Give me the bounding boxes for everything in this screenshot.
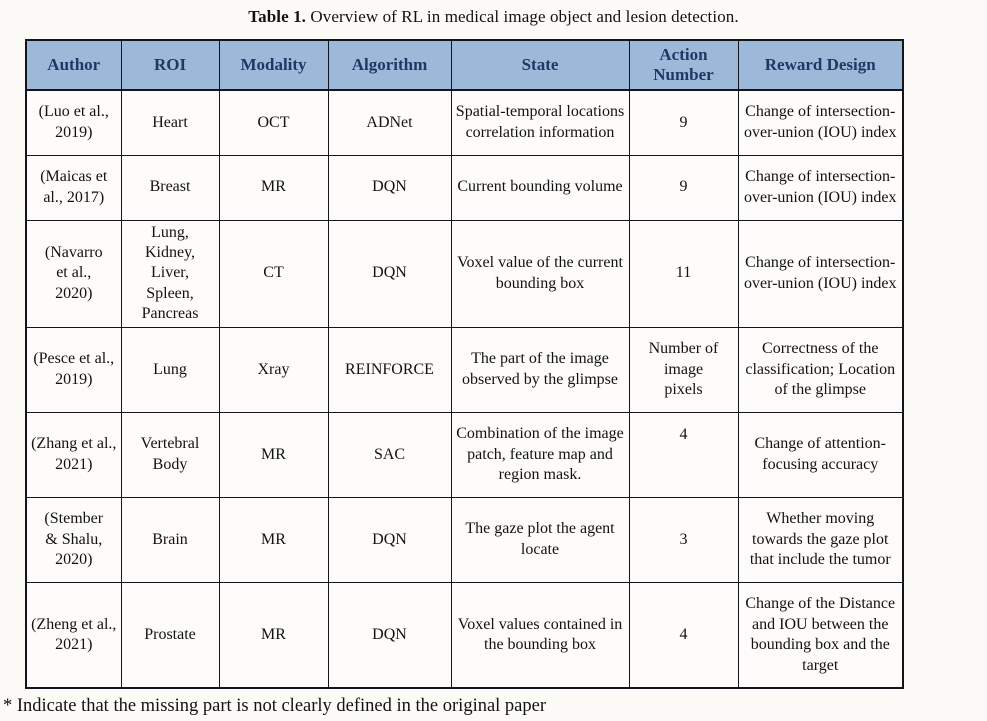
cell-state: The part of the image observed by the gl…: [450, 326, 630, 413]
cell-action-number: 9: [628, 89, 739, 156]
cell-algorithm: REINFORCE: [327, 326, 452, 413]
column-header-state: State: [450, 39, 630, 91]
cell-roi: Brain: [120, 496, 220, 583]
cell-modality: CT: [218, 219, 329, 328]
cell-state: Voxel values contained in the bounding b…: [450, 581, 630, 689]
cell-action-number: 11: [628, 219, 739, 328]
column-header-modality: Modality: [218, 39, 329, 91]
cell-reward-design: Correctness of the classification; Locat…: [737, 326, 904, 413]
cell-algorithm: ADNet: [327, 89, 452, 156]
table-row: (Navarro et al., 2020) Lung, Kidney, Liv…: [25, 219, 904, 328]
cell-modality: MR: [218, 496, 329, 583]
cell-roi: Breast: [120, 154, 220, 221]
table-caption-text: Overview of RL in medical image object a…: [306, 7, 739, 26]
cell-modality: MR: [218, 581, 329, 689]
cell-action-number: 3: [628, 496, 739, 583]
table-caption-label: Table 1.: [248, 7, 307, 26]
cell-action-number: 9: [628, 154, 739, 221]
cell-modality: Xray: [218, 326, 329, 413]
cell-algorithm: SAC: [327, 411, 452, 498]
cell-reward-design: Whether moving towards the gaze plot tha…: [737, 496, 904, 583]
cell-action-number: 4: [628, 581, 739, 689]
cell-state: Current bounding volume: [450, 154, 630, 221]
cell-modality: MR: [218, 154, 329, 221]
table-header-row: Author ROI Modality Algorithm State Acti…: [25, 39, 904, 91]
cell-algorithm: DQN: [327, 219, 452, 328]
column-header-roi: ROI: [120, 39, 220, 91]
column-header-algorithm: Algorithm: [327, 39, 452, 91]
table-row: (Zhang et al., 2021) Vertebral Body MR S…: [25, 411, 904, 498]
table-row: (Pesce et al., 2019) Lung Xray REINFORCE…: [25, 326, 904, 413]
cell-author: (Stember & Shalu, 2020): [25, 496, 122, 583]
table-footnote: * Indicate that the missing part is not …: [3, 696, 547, 717]
rl-overview-table: Author ROI Modality Algorithm State Acti…: [25, 39, 904, 690]
cell-author: (Luo et al., 2019): [25, 89, 122, 156]
table-row: (Stember & Shalu, 2020) Brain MR DQN The…: [25, 496, 904, 583]
cell-reward-design: Change of intersection-over-union (IOU) …: [737, 89, 904, 156]
cell-state: The gaze plot the agent locate: [450, 496, 630, 583]
cell-roi: Prostate: [120, 581, 220, 689]
cell-state: Combination of the image patch, feature …: [450, 411, 630, 498]
cell-reward-design: Change of intersection-over-union (IOU) …: [737, 154, 904, 221]
cell-roi: Lung: [120, 326, 220, 413]
cell-roi: Vertebral Body: [120, 411, 220, 498]
column-header-author: Author: [25, 39, 122, 91]
cell-algorithm: DQN: [327, 496, 452, 583]
cell-author: (Pesce et al., 2019): [25, 326, 122, 413]
cell-author: (Zhang et al., 2021): [25, 411, 122, 498]
table-row: (Luo et al., 2019) Heart OCT ADNet Spati…: [25, 89, 904, 156]
cell-state: Voxel value of the current bounding box: [450, 219, 630, 328]
cell-algorithm: DQN: [327, 154, 452, 221]
cell-algorithm: DQN: [327, 581, 452, 689]
cell-modality: MR: [218, 411, 329, 498]
cell-reward-design: Change of the Distance and IOU between t…: [737, 581, 904, 689]
column-header-reward-design: Reward Design: [737, 39, 904, 91]
cell-author: (Navarro et al., 2020): [25, 219, 122, 328]
table-caption: Table 1. Overview of RL in medical image…: [0, 0, 987, 27]
cell-action-number: Number of image pixels: [628, 326, 739, 413]
table-container: Author ROI Modality Algorithm State Acti…: [25, 39, 987, 690]
cell-roi: Lung, Kidney, Liver, Spleen, Pancreas: [120, 219, 220, 328]
table-row: (Maicas et al., 2017) Breast MR DQN Curr…: [25, 154, 904, 221]
cell-state: Spatial-temporal locations correlation i…: [450, 89, 630, 156]
cell-action-number: 4: [628, 411, 739, 498]
cell-author: (Zheng et al., 2021): [25, 581, 122, 689]
cell-author: (Maicas et al., 2017): [25, 154, 122, 221]
cell-roi: Heart: [120, 89, 220, 156]
column-header-action-number: Action Number: [628, 39, 739, 91]
table-row: (Zheng et al., 2021) Prostate MR DQN Vox…: [25, 581, 904, 689]
cell-reward-design: Change of intersection-over-union (IOU) …: [737, 219, 904, 328]
cell-modality: OCT: [218, 89, 329, 156]
cell-reward-design: Change of attention-focusing accuracy: [737, 411, 904, 498]
